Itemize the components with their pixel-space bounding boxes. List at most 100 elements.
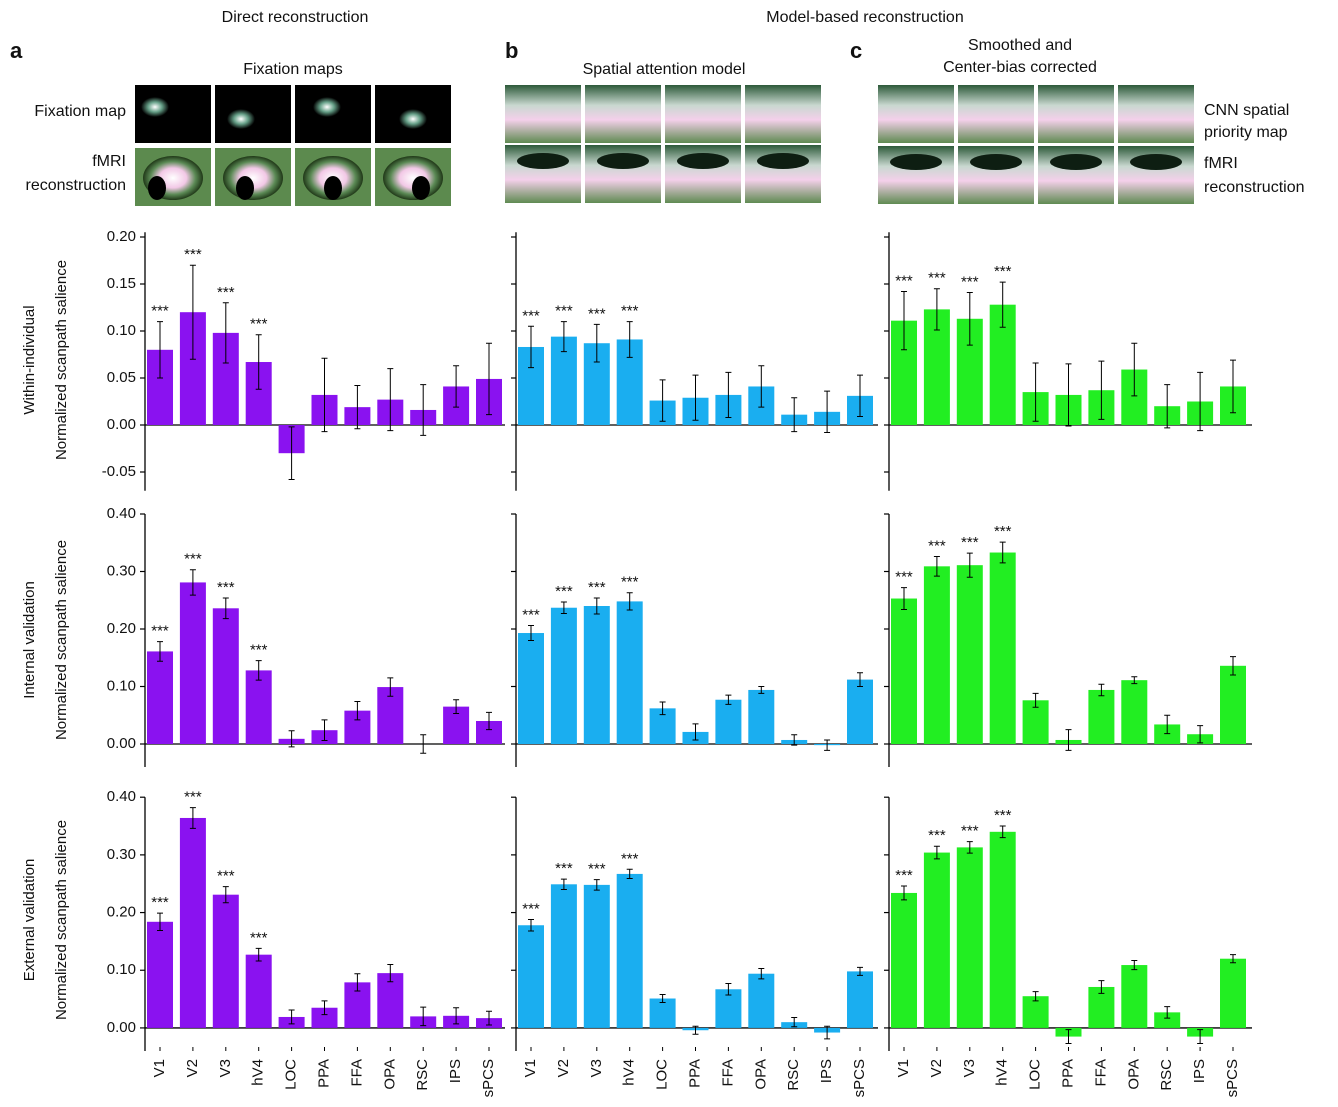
- bar: [924, 853, 950, 1028]
- bar: [891, 893, 917, 1028]
- y-tick-label: 0.30: [107, 846, 136, 863]
- significance-label: ***: [184, 246, 202, 263]
- significance-label: ***: [588, 305, 606, 322]
- image-blob: [597, 153, 649, 169]
- x-tick-label: PPA: [315, 1059, 332, 1088]
- y-axis-title: Normalized scanpath salience: [53, 540, 70, 740]
- significance-label: ***: [217, 284, 235, 301]
- bar: [1121, 965, 1147, 1028]
- image-blob: [399, 109, 427, 129]
- y-tick-label: 0.10: [107, 322, 136, 339]
- significance-label: ***: [961, 823, 979, 840]
- bar: [990, 553, 1016, 744]
- panel-letter: a: [10, 38, 23, 63]
- bar: [1088, 690, 1114, 744]
- x-tick-label: LOC: [1027, 1059, 1044, 1090]
- x-tick-label: FFA: [719, 1059, 736, 1087]
- x-tick-label: V1: [522, 1059, 539, 1077]
- row-label: reconstruction: [1204, 179, 1305, 196]
- significance-label: ***: [621, 574, 639, 591]
- x-tick-label: sPCS: [851, 1059, 868, 1097]
- x-tick-label: V3: [961, 1059, 978, 1077]
- bar: [847, 971, 873, 1028]
- bar: [1220, 959, 1246, 1028]
- significance-label: ***: [555, 860, 573, 877]
- image-blob: [757, 153, 809, 169]
- panel-title: Spatial attention model: [583, 61, 746, 78]
- x-tick-label: OPA: [752, 1059, 769, 1090]
- y-axis-title: Normalized scanpath salience: [53, 260, 70, 460]
- bar: [748, 974, 774, 1028]
- panel-title: Center-bias corrected: [943, 59, 1097, 76]
- y-tick-label: -0.05: [102, 463, 136, 480]
- significance-label: ***: [961, 534, 979, 551]
- bar: [957, 847, 983, 1028]
- bar: [847, 680, 873, 744]
- y-tick-label: 0.20: [107, 620, 136, 637]
- y-tick-label: 0.00: [107, 416, 136, 433]
- significance-label: ***: [217, 868, 235, 885]
- row-label: fMRI: [1204, 155, 1238, 172]
- y-tick-label: 0.05: [107, 369, 136, 386]
- image-blob: [236, 176, 254, 200]
- bar: [748, 690, 774, 744]
- bar: [147, 922, 173, 1028]
- x-tick-label: V2: [928, 1059, 945, 1077]
- significance-label: ***: [994, 523, 1012, 540]
- significance-label: ***: [961, 273, 979, 290]
- y-tick-label: 0.40: [107, 505, 136, 522]
- image-blob: [890, 154, 942, 170]
- bar: [584, 885, 610, 1028]
- bar: [891, 599, 917, 744]
- significance-label: ***: [895, 272, 913, 289]
- row-label: reconstruction: [26, 177, 127, 194]
- significance-label: ***: [928, 538, 946, 555]
- bar: [551, 884, 577, 1028]
- x-tick-label: PPA: [686, 1059, 703, 1088]
- significance-label: ***: [151, 894, 169, 911]
- significance-label: ***: [184, 789, 202, 806]
- x-tick-label: IPS: [447, 1059, 464, 1083]
- row-label: External validation: [21, 859, 38, 982]
- significance-label: ***: [522, 607, 540, 624]
- row-label: fMRI: [92, 153, 126, 170]
- image-tile: [1118, 85, 1194, 143]
- x-tick-label: V1: [895, 1059, 912, 1077]
- significance-label: ***: [250, 929, 268, 946]
- row-label: Internal validation: [21, 581, 38, 699]
- y-tick-label: 0.30: [107, 562, 136, 579]
- bar: [990, 832, 1016, 1028]
- x-tick-label: V3: [588, 1059, 605, 1077]
- significance-label: ***: [588, 861, 606, 878]
- x-tick-label: PPA: [1059, 1059, 1076, 1088]
- bar: [584, 606, 610, 744]
- x-tick-label: OPA: [381, 1059, 398, 1090]
- panel-title: Fixation maps: [243, 61, 343, 78]
- bar: [180, 582, 206, 744]
- x-tick-label: hV4: [994, 1059, 1011, 1086]
- bar: [551, 608, 577, 744]
- row-label: Within-individual: [21, 305, 38, 414]
- bar: [518, 633, 544, 744]
- bar: [715, 700, 741, 744]
- bar: [957, 565, 983, 744]
- image-blob: [227, 109, 255, 129]
- significance-label: ***: [522, 307, 540, 324]
- significance-label: ***: [522, 900, 540, 917]
- significance-label: ***: [217, 579, 235, 596]
- y-tick-label: 0.15: [107, 275, 136, 292]
- image-blob: [517, 153, 569, 169]
- row-label: Fixation map: [34, 103, 126, 120]
- x-tick-label: RSC: [414, 1059, 431, 1091]
- section-title: Direct reconstruction: [222, 9, 369, 26]
- significance-label: ***: [994, 807, 1012, 824]
- image-blob: [677, 153, 729, 169]
- bar: [518, 925, 544, 1028]
- image-tile: [878, 85, 954, 143]
- image-tile: [958, 85, 1034, 143]
- panel-letter: c: [850, 38, 862, 63]
- significance-label: ***: [588, 579, 606, 596]
- y-tick-label: 0.20: [107, 228, 136, 245]
- significance-label: ***: [895, 867, 913, 884]
- x-tick-label: RSC: [785, 1059, 802, 1091]
